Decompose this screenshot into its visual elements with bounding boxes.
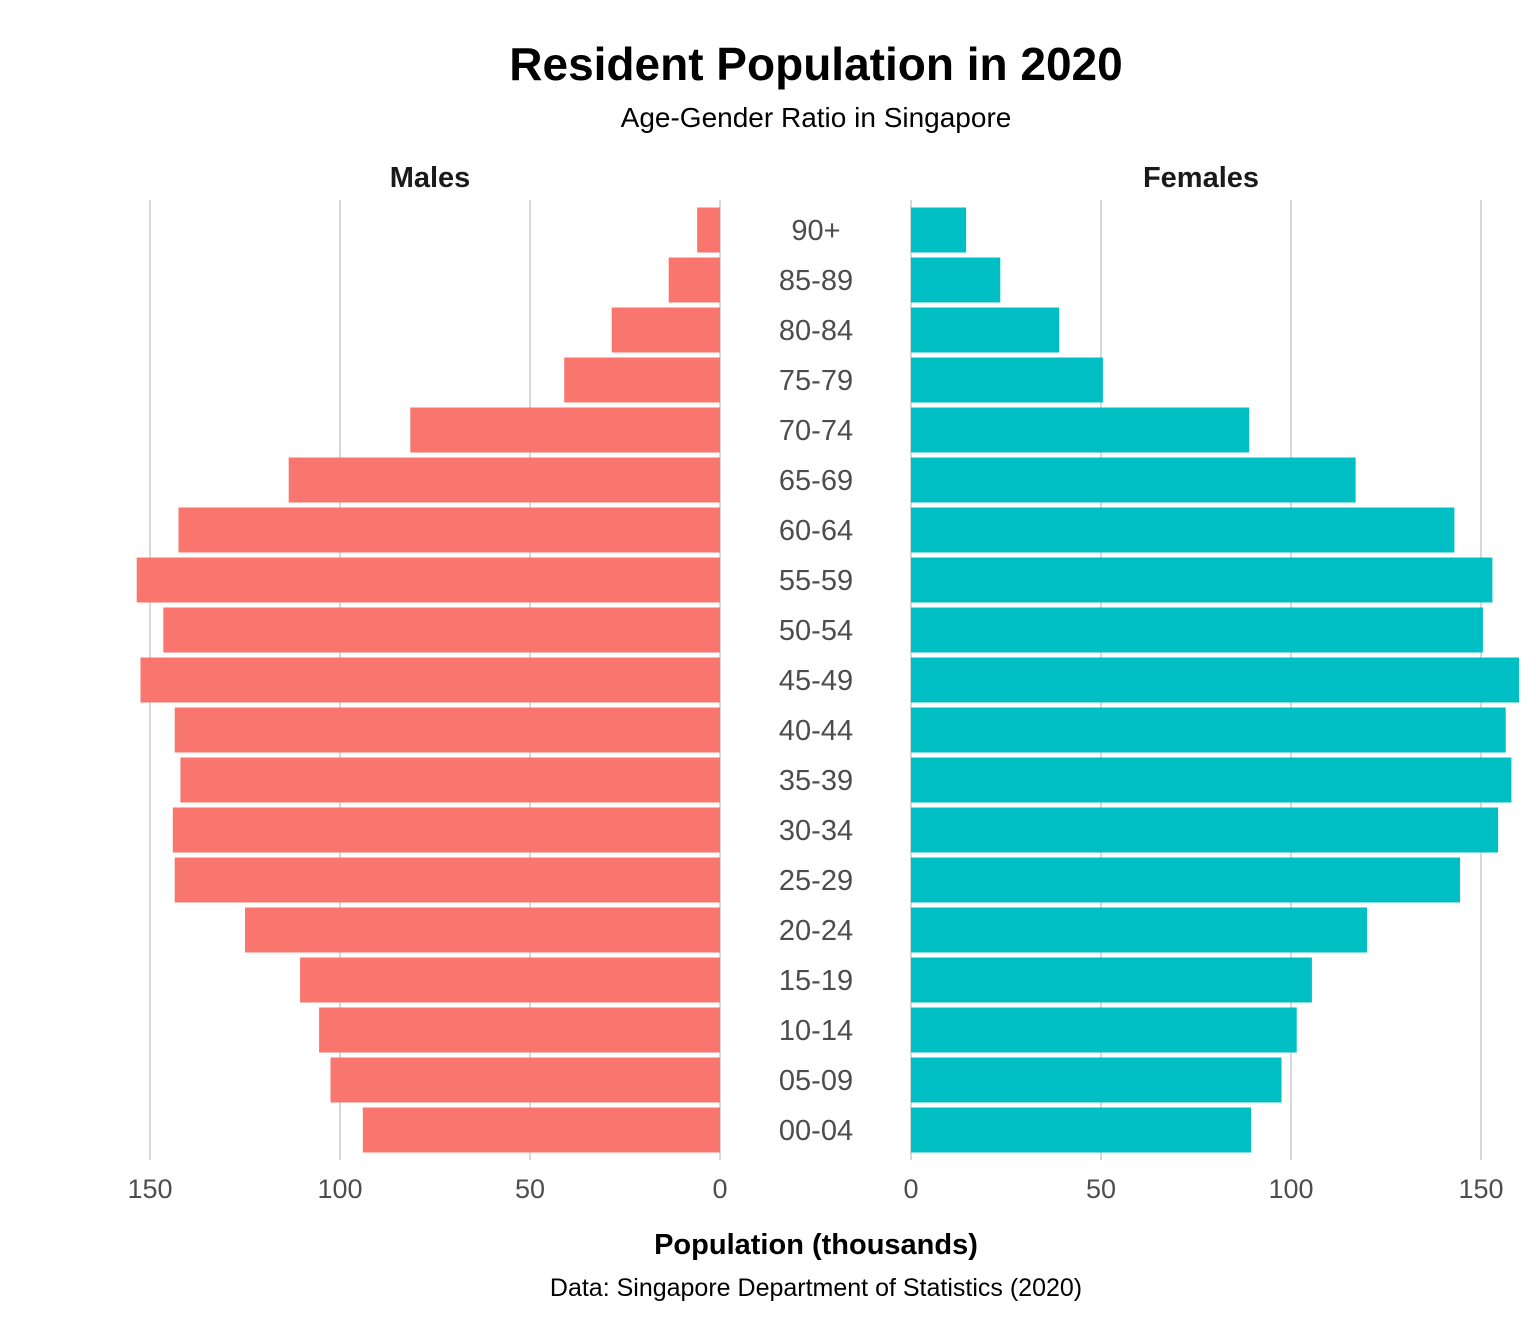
chart-subtitle: Age-Gender Ratio in Singapore [621, 102, 1012, 133]
age-label-60-64: 60-64 [779, 515, 853, 547]
female-bar-80-84 [911, 307, 1060, 353]
male-bar-10-14 [319, 1007, 720, 1053]
male-bar-30-34 [172, 807, 721, 853]
male-bar-70-74 [410, 407, 720, 453]
females-tick-label-150: 150 [1458, 1174, 1503, 1204]
males-tick-label-0: 0 [712, 1174, 727, 1204]
male-bar-55-59 [136, 557, 720, 603]
age-label-05-09: 05-09 [779, 1065, 853, 1097]
male-bar-65-69 [288, 457, 720, 503]
female-bar-10-14 [911, 1007, 1297, 1053]
age-label-00-04: 00-04 [779, 1115, 853, 1147]
female-bar-85-89 [911, 257, 1001, 303]
female-bar-15-19 [911, 957, 1312, 1003]
age-label-85-89: 85-89 [779, 265, 853, 297]
female-bar-30-34 [911, 807, 1499, 853]
age-label-10-14: 10-14 [779, 1015, 853, 1047]
age-label-70-74: 70-74 [779, 415, 853, 447]
females-x-axis-ticks: 0 50 100 150 [903, 1174, 1503, 1204]
male-bar-40-44 [174, 707, 720, 753]
male-bar-60-64 [178, 507, 720, 553]
males-tick-label-50: 50 [515, 1174, 545, 1204]
age-label-80-84: 80-84 [779, 315, 853, 347]
male-bar-20-24 [245, 907, 720, 953]
male-bar-50-54 [163, 607, 721, 653]
chart-caption: Data: Singapore Department of Statistics… [550, 1274, 1082, 1302]
age-label-90+: 90+ [791, 215, 840, 247]
age-label-65-69: 65-69 [779, 465, 853, 497]
age-group-labels: 00-04 05-09 10-14 15-19 20-24 25-29 30-34 35-39… [779, 215, 853, 1147]
male-bar-90+ [697, 207, 720, 253]
chart-title: Resident Population in 2020 [509, 38, 1122, 90]
female-bar-35-39 [911, 757, 1512, 803]
male-bar-05-09 [330, 1057, 720, 1103]
male-bar-75-79 [564, 357, 720, 403]
females-tick-label-50: 50 [1086, 1174, 1116, 1204]
female-bar-75-79 [911, 357, 1103, 403]
male-bar-45-49 [140, 657, 720, 703]
males-bars [136, 207, 721, 1153]
males-tick-label-100: 100 [317, 1174, 362, 1204]
age-label-35-39: 35-39 [779, 765, 853, 797]
female-bar-50-54 [911, 607, 1483, 653]
age-label-20-24: 20-24 [779, 915, 853, 947]
female-bar-20-24 [911, 907, 1367, 953]
female-bar-60-64 [911, 507, 1455, 553]
female-bar-40-44 [911, 707, 1506, 753]
male-bar-85-89 [668, 257, 720, 303]
females-tick-label-100: 100 [1268, 1174, 1313, 1204]
female-bar-05-09 [911, 1057, 1282, 1103]
female-bar-70-74 [911, 407, 1250, 453]
age-label-75-79: 75-79 [779, 365, 853, 397]
age-label-45-49: 45-49 [779, 665, 853, 697]
male-bar-15-19 [300, 957, 720, 1003]
male-bar-35-39 [180, 757, 720, 803]
age-label-55-59: 55-59 [779, 565, 853, 597]
male-bar-80-84 [611, 307, 720, 353]
female-bar-45-49 [911, 657, 1519, 703]
males-panel-title: Males [390, 162, 471, 194]
female-bar-00-04 [911, 1107, 1252, 1153]
female-bar-65-69 [911, 457, 1356, 503]
female-bar-55-59 [911, 557, 1493, 603]
female-bar-90+ [911, 207, 967, 253]
age-label-50-54: 50-54 [779, 615, 853, 647]
age-label-30-34: 30-34 [779, 815, 853, 847]
males-x-axis-ticks: 0 50 100 150 [127, 1174, 727, 1204]
males-tick-label-150: 150 [127, 1174, 172, 1204]
age-label-15-19: 15-19 [779, 965, 853, 997]
male-bar-25-29 [174, 857, 720, 903]
female-bar-25-29 [911, 857, 1461, 903]
females-tick-label-0: 0 [903, 1174, 918, 1204]
females-panel-title: Females [1143, 162, 1259, 194]
age-label-40-44: 40-44 [779, 715, 853, 747]
x-axis-title: Population (thousands) [654, 1229, 978, 1261]
age-label-25-29: 25-29 [779, 865, 853, 897]
females-bars [911, 207, 1519, 1153]
male-bar-00-04 [362, 1107, 720, 1153]
